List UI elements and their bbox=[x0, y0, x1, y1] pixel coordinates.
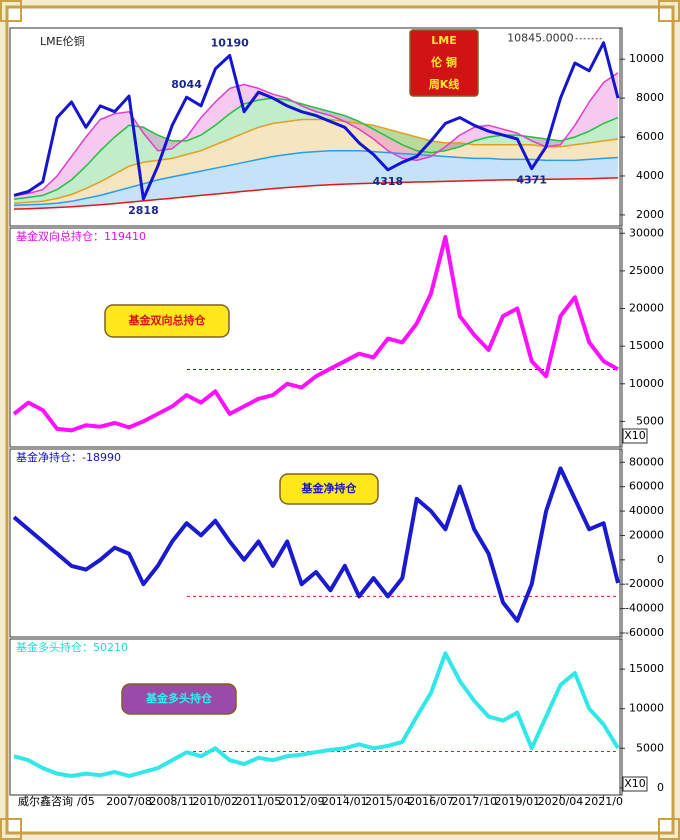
y-tick-label: 6000 bbox=[636, 130, 664, 143]
badge-text: 基金多头持仓 bbox=[145, 691, 213, 705]
corner bbox=[0, 0, 22, 22]
x-tick-label: 2020/04 bbox=[538, 795, 584, 808]
y-tick-label: 0 bbox=[657, 553, 664, 566]
y-tick-label: 10000 bbox=[629, 702, 664, 715]
y-tick-label: -20000 bbox=[625, 577, 664, 590]
x-tick-label: 2008/11 bbox=[149, 795, 195, 808]
data-line bbox=[13, 651, 620, 778]
x-tick-label: 2017/10 bbox=[451, 795, 497, 808]
panel bbox=[9, 227, 623, 448]
panel-title: 基金双向总持仓：119410 bbox=[16, 229, 146, 243]
data-line bbox=[12, 235, 619, 433]
y-tick-label: 20000 bbox=[629, 302, 664, 315]
y-tick-label: 4000 bbox=[636, 169, 664, 182]
annotation: 10190 bbox=[211, 36, 250, 49]
y-tick-label: 5000 bbox=[636, 414, 664, 427]
x-tick-label: 2016/07 bbox=[408, 795, 454, 808]
y-tick-label: 15000 bbox=[629, 662, 664, 675]
badge bbox=[409, 29, 479, 97]
y-tick-label: 10000 bbox=[629, 377, 664, 390]
y-tick-label: -60000 bbox=[625, 626, 664, 639]
annotation: 8044 bbox=[171, 78, 202, 91]
y-tick-label: 10000 bbox=[629, 52, 664, 65]
y-tick-label: 15000 bbox=[629, 339, 664, 352]
x-tick-label: 2011/05 bbox=[236, 795, 282, 808]
corner bbox=[0, 818, 22, 840]
x-tick-label: 2015/04 bbox=[365, 795, 411, 808]
badge-text: 基金双向总持仓 bbox=[128, 313, 207, 327]
badge bbox=[121, 683, 237, 715]
corner bbox=[658, 818, 680, 840]
badge-text: LME bbox=[431, 34, 456, 47]
x-tick-label: 2007/08 bbox=[106, 795, 152, 808]
x-tick-label: 2014/01 bbox=[322, 795, 368, 808]
badge-text: 伦 铜 bbox=[431, 55, 457, 69]
y-tick-label: 8000 bbox=[636, 91, 664, 104]
scale-note: X10 bbox=[624, 777, 646, 790]
badge-text: 基金净持仓 bbox=[301, 481, 358, 495]
badge-text: 周K线 bbox=[429, 77, 460, 91]
y-tick-label: 2000 bbox=[636, 208, 664, 221]
annotation: 4371 bbox=[516, 174, 547, 187]
price-line bbox=[13, 41, 620, 201]
y-tick-label: -40000 bbox=[625, 602, 664, 615]
y-tick-label: 20000 bbox=[629, 528, 664, 541]
ma-band bbox=[14, 150, 618, 210]
footer: 威尔鑫咨询 bbox=[18, 794, 73, 808]
scale-note-box bbox=[622, 428, 648, 444]
data-line bbox=[12, 466, 620, 623]
x-tick-label: 2021/0 bbox=[584, 795, 623, 808]
ma-line bbox=[13, 149, 619, 206]
x-tick-label: 2019/01 bbox=[494, 795, 540, 808]
badge bbox=[104, 304, 230, 338]
ma-line bbox=[13, 177, 619, 210]
x-tick-label: 2010/02 bbox=[192, 795, 238, 808]
annotation: 2818 bbox=[128, 204, 159, 217]
ma-line bbox=[13, 72, 619, 197]
ma-line bbox=[13, 97, 619, 201]
x-tick-label: 2012/09 bbox=[279, 795, 325, 808]
panel-title: 基金多头持仓：50210 bbox=[16, 640, 128, 654]
panel-title: LME伦铜 bbox=[40, 34, 85, 48]
x-tick-label: /05 bbox=[77, 795, 95, 808]
y-tick-label: 25000 bbox=[629, 264, 664, 277]
corner bbox=[658, 0, 680, 22]
scale-note-box bbox=[622, 776, 648, 792]
ma-line bbox=[13, 118, 619, 204]
y-tick-label: 5000 bbox=[636, 741, 664, 754]
panel-title: 基金净持仓：-18990 bbox=[16, 450, 121, 464]
ma-band bbox=[14, 119, 618, 206]
y-tick-label: 40000 bbox=[629, 504, 664, 517]
panel bbox=[9, 638, 623, 796]
y-tick-label: 60000 bbox=[629, 480, 664, 493]
annotation: 10845.0000 bbox=[507, 32, 573, 45]
scale-note: X10 bbox=[624, 429, 646, 442]
annotation: 4318 bbox=[373, 175, 404, 188]
y-tick-label: 30000 bbox=[629, 226, 664, 239]
y-tick-label: 80000 bbox=[629, 455, 664, 468]
badge bbox=[279, 473, 379, 505]
y-tick-label: 0 bbox=[657, 781, 664, 794]
